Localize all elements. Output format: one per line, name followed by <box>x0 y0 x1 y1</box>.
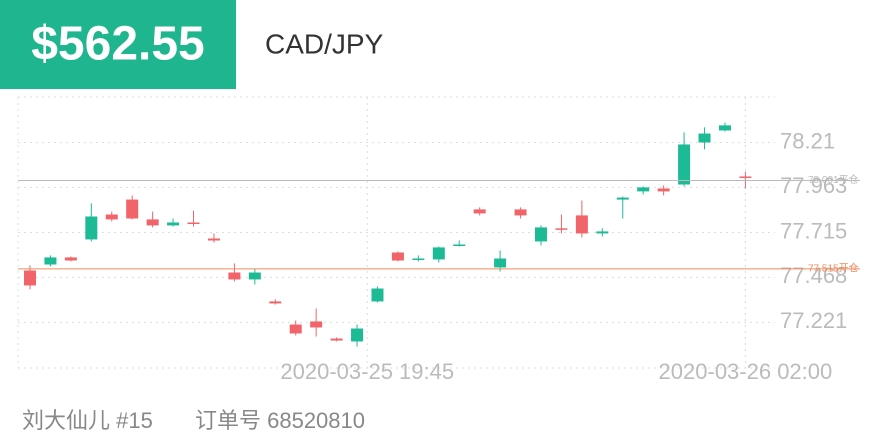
candle-body <box>596 231 609 234</box>
user: 刘大仙儿 #15 <box>22 408 153 433</box>
candle-body <box>24 270 36 286</box>
y-tick-label: 77.963 <box>780 173 847 198</box>
candle-body <box>637 187 650 192</box>
x-tick-label: 2020-03-25 19:45 <box>280 359 454 384</box>
candle-body <box>739 176 752 178</box>
candle-body <box>535 227 547 242</box>
order: 订单号 68520810 <box>195 408 365 433</box>
x-tick-label: 2020-03-26 02:00 <box>659 359 833 384</box>
candle-body <box>371 288 384 302</box>
reference-label: 78.001平仓 <box>808 173 859 186</box>
candle-body <box>718 125 731 131</box>
y-tick-label: 77.221 <box>780 308 847 333</box>
candle-body <box>698 133 711 143</box>
candle-body <box>616 197 629 200</box>
candle-body <box>228 272 241 280</box>
candle-body <box>64 257 77 261</box>
y-tick-label: 78.21 <box>780 128 835 153</box>
candle-body <box>187 222 200 224</box>
candle-body <box>678 144 691 185</box>
price: $562.55 <box>31 18 205 71</box>
pair: CAD/JPY <box>265 28 384 59</box>
candle-body <box>207 238 220 241</box>
candle-body <box>289 324 302 334</box>
candle-body <box>126 199 139 219</box>
y-tick-label: 77.715 <box>780 218 847 243</box>
candle-body <box>473 209 486 214</box>
candle-body <box>330 338 343 341</box>
candle-body <box>453 244 466 247</box>
candle-body <box>412 258 425 261</box>
candle-body <box>391 252 404 261</box>
candle-body <box>555 228 568 230</box>
price-badge <box>0 0 236 89</box>
candle-body <box>657 188 670 192</box>
candle-body <box>44 257 57 265</box>
reference-label: 77.515开仓 <box>808 262 859 275</box>
y-tick-label: 77.468 <box>780 263 847 288</box>
candle-body <box>105 214 118 220</box>
candle-body <box>248 272 261 280</box>
candle-body <box>167 222 180 226</box>
candle-body <box>351 328 364 342</box>
candle-body <box>514 209 527 216</box>
candle-body <box>310 321 323 328</box>
candle-body <box>494 258 507 268</box>
candle-body <box>575 215 588 234</box>
candle-body <box>146 219 159 226</box>
candle-body <box>432 247 445 260</box>
candle-body <box>269 301 282 304</box>
candle-body <box>85 216 98 240</box>
